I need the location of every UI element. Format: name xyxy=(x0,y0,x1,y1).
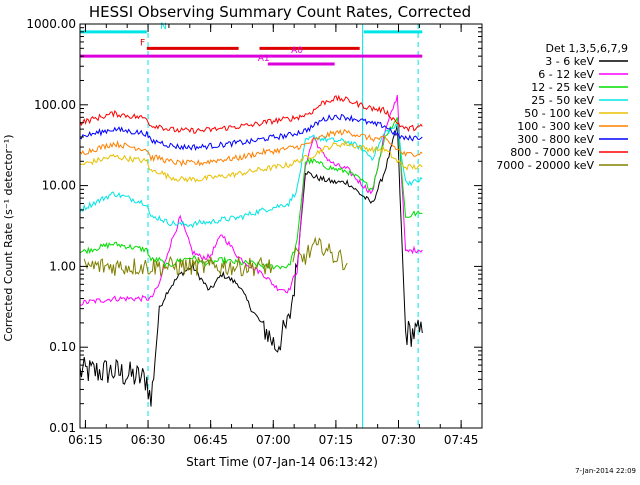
legend-label-100-300-kev: 100 - 300 keV xyxy=(517,120,594,133)
series-line-100-300-kev xyxy=(79,128,423,167)
series-line-50-100-kev xyxy=(79,139,423,183)
x-tick-label: 06:45 xyxy=(193,433,228,447)
legend-label-300-800-kev: 300 - 800 keV xyxy=(517,133,594,146)
plot-layer: N F A0 A1 0.01 0.10 1.00 10.00 100.00 1000.00 06:1… xyxy=(26,17,483,447)
x-tick-label: 07:45 xyxy=(444,433,479,447)
y-tick-label: 1000.00 xyxy=(26,17,76,31)
x-tick-label: 06:15 xyxy=(68,433,103,447)
y-axis-label: Corrected Count Rate (s⁻¹ detector⁻¹) xyxy=(2,135,15,342)
flag-label-a1: A1 xyxy=(258,54,270,64)
series-line-25-50-kev xyxy=(79,123,423,229)
legend-label-50-100-kev: 50 - 100 keV xyxy=(524,107,594,120)
legend-label-12-25-kev: 12 - 25 keV xyxy=(531,81,594,94)
x-tick-label: 07:00 xyxy=(256,433,291,447)
legend-label-800-7000-kev: 800 - 7000 keV xyxy=(510,146,594,159)
legend-label-7000-20000-kev: 7000 - 20000 keV xyxy=(496,159,594,172)
series-line-7000-20000-kev-seg0 xyxy=(83,255,273,277)
footer-date: 7-Jan-2014 22:09 xyxy=(575,467,636,475)
flag-label-f: F xyxy=(140,38,145,48)
legend-label-6-12-kev: 6 - 12 keV xyxy=(538,68,594,81)
y-tick-label: 10.00 xyxy=(42,179,76,193)
y-tick-label: 100.00 xyxy=(34,98,76,112)
flag-label-n: N xyxy=(160,22,167,32)
x-tick-label: 06:30 xyxy=(131,433,166,447)
series-line-12-25-kev xyxy=(79,117,423,270)
series-line-7000-20000-kev-seg1 xyxy=(292,236,348,271)
x-tick-label: 07:15 xyxy=(319,433,354,447)
chart-title: HESSI Observing Summary Count Rates, Cor… xyxy=(89,3,471,21)
legend-title: Det 1,3,5,6,7,9 xyxy=(545,42,628,55)
y-tick-label: 0.10 xyxy=(49,340,76,354)
legend-label-25-50-kev: 25 - 50 keV xyxy=(531,94,594,107)
y-tick-label: 1.00 xyxy=(49,259,76,273)
legend-label-3-6-kev: 3 - 6 keV xyxy=(545,55,594,68)
series-line-800-7000-kev xyxy=(79,94,423,134)
plot-frame xyxy=(79,23,483,429)
series-line-3-6-kev xyxy=(79,124,423,407)
y-tick-label: 0.01 xyxy=(49,421,76,435)
series-line-300-800-kev xyxy=(79,113,423,152)
flag-label-a0: A0 xyxy=(291,46,303,56)
x-axis-label: Start Time (07-Jan-14 06:13:42) xyxy=(186,455,378,469)
x-tick-label: 07:30 xyxy=(381,433,416,447)
